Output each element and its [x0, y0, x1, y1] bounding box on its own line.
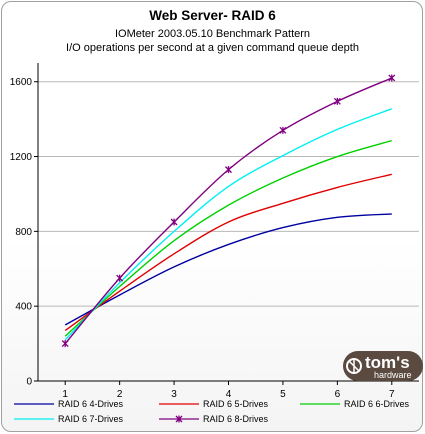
series-line-3	[64, 139, 392, 337]
series-lines	[61, 74, 396, 348]
logo-mark-icon	[346, 358, 362, 374]
y-tick-label: 1600	[10, 77, 33, 88]
series-line-1	[64, 213, 392, 326]
x-tick-label: 3	[171, 389, 177, 400]
toms-hardware-logo: tom's hardware	[343, 351, 423, 381]
data-point	[279, 126, 287, 134]
data-point	[170, 218, 178, 226]
legend-label: RAID 6 7-Drives	[58, 414, 124, 424]
y-tick-label: 400	[15, 302, 32, 313]
series-line-4	[64, 108, 393, 341]
x-tick-label: 1	[62, 389, 68, 400]
legend-item: RAID 6 4-Drives	[14, 399, 124, 409]
data-point	[61, 340, 69, 348]
y-tick-label: 1200	[10, 152, 33, 163]
legend-label: RAID 6 5-Drives	[203, 399, 269, 409]
data-point	[333, 97, 341, 105]
y-tick-label: 800	[15, 227, 32, 238]
legend-marker	[175, 415, 183, 423]
legend-item: RAID 6 7-Drives	[14, 414, 124, 424]
grid-lines	[38, 81, 419, 307]
legend-label: RAID 6 6-Drives	[344, 399, 410, 409]
y-tick-label: 0	[26, 377, 32, 388]
series-line-2	[64, 173, 392, 332]
legend-item: RAID 6 6-Drives	[300, 399, 410, 409]
logo-name: tom's	[365, 353, 410, 372]
y-axis-ticks: 0 400 800 1200 1600	[10, 77, 38, 388]
legend: RAID 6 4-Drives RAID 6 5-Drives RAID 6 6-D…	[14, 399, 410, 424]
x-tick-label: 5	[280, 389, 286, 400]
chart-title: Web Server- RAID 6	[149, 8, 276, 23]
x-axis-ticks: 1 2 3 4 5 6 7	[62, 381, 395, 400]
data-point	[388, 74, 396, 82]
data-point	[116, 274, 124, 282]
logo-sub: hardware	[374, 370, 412, 380]
series-line-5	[64, 77, 393, 345]
logo-badge	[343, 351, 423, 381]
legend-label: RAID 6 4-Drives	[58, 399, 124, 409]
x-tick-label: 4	[226, 389, 232, 400]
legend-item: RAID 6 8-Drives	[159, 414, 269, 424]
legend-item: RAID 6 5-Drives	[159, 399, 269, 409]
chart-subtitle-1: IOMeter 2003.05.10 Benchmark Pattern	[114, 28, 311, 40]
x-tick-label: 6	[335, 389, 341, 400]
data-point	[225, 166, 232, 174]
x-tick-label: 7	[389, 389, 395, 400]
chart-subtitle-2: I/O operations per second at a given com…	[66, 42, 359, 54]
legend-label: RAID 6 8-Drives	[203, 414, 269, 424]
x-tick-label: 2	[117, 389, 123, 400]
